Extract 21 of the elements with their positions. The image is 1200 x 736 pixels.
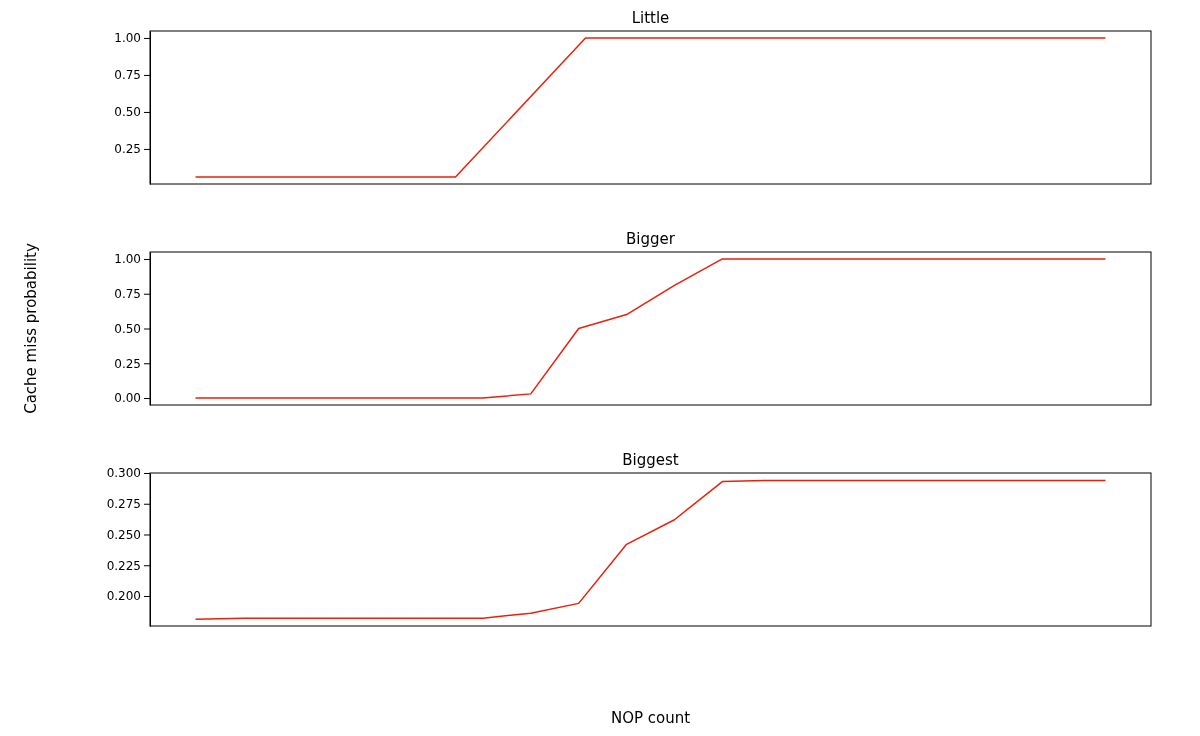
- y-tick-label: 0.25: [114, 142, 141, 157]
- chart-title: Little: [631, 9, 670, 27]
- y-tick-label: 1.00: [114, 31, 141, 46]
- y-axis-title: Cache miss probability: [22, 243, 40, 414]
- y-tick-label: 0.50: [114, 105, 141, 120]
- y-tick-label: 0.75: [114, 68, 141, 83]
- y-tick-label: 0.300: [106, 466, 141, 481]
- y-tick-label: 0.75: [114, 287, 141, 302]
- line-series: [194, 258, 1107, 399]
- chart-title: Biggest: [622, 451, 679, 469]
- y-tick-label: 0.275: [106, 497, 141, 512]
- y-tick-label: 0.00: [114, 391, 141, 406]
- x-axis-title: NOP count: [610, 709, 691, 727]
- y-tick-label: 0.50: [114, 321, 141, 336]
- y-tick-label: 0.225: [106, 558, 141, 573]
- y-tick-label: 0.25: [114, 356, 141, 371]
- y-tick-label: 0.250: [106, 527, 141, 542]
- line-series: [194, 479, 1107, 621]
- y-tick-label: 0.200: [106, 589, 141, 604]
- y-tick-label: 1.00: [114, 252, 141, 267]
- chart-title: Bigger: [626, 230, 676, 248]
